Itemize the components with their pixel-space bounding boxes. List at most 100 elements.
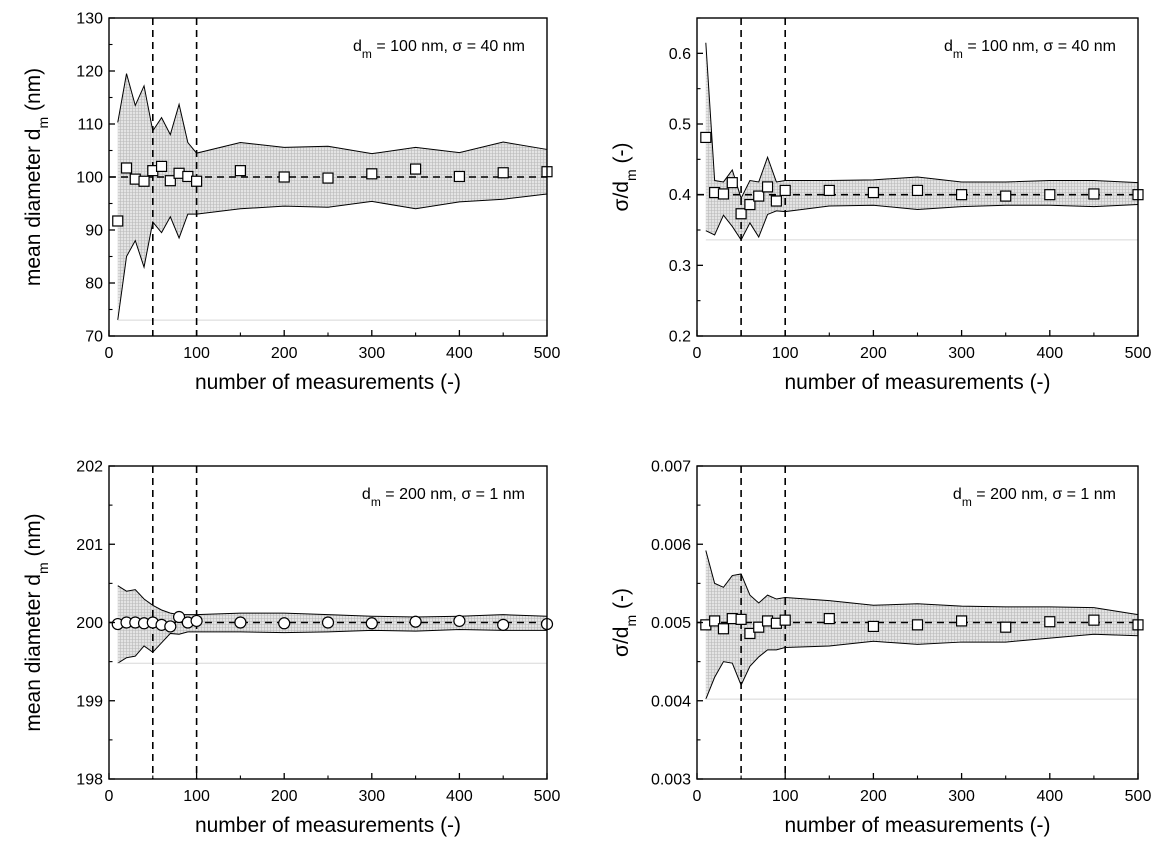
y-axis-label: σ/dm (-) xyxy=(610,588,639,657)
data-point xyxy=(322,172,334,184)
x-tick-label: 500 xyxy=(534,345,561,362)
data-point xyxy=(172,610,186,624)
data-point xyxy=(278,617,291,630)
data-point xyxy=(955,189,968,201)
x-tick-label: 300 xyxy=(358,788,385,805)
x-tick-label: 300 xyxy=(948,788,975,805)
x-tick-label: 0 xyxy=(693,788,702,805)
data-point xyxy=(1088,614,1100,626)
x-tick-label: 100 xyxy=(772,788,799,805)
band-lower-line xyxy=(117,193,548,321)
data-point xyxy=(744,198,756,211)
y-tick-label: 202 xyxy=(76,459,103,476)
y-tick-label: 201 xyxy=(76,537,103,554)
y-axis-label: mean diameter dm (nm) xyxy=(22,68,51,286)
data-point xyxy=(867,186,880,199)
band-lower-line xyxy=(117,629,547,664)
y-tick-label: 100 xyxy=(76,170,103,187)
data-point xyxy=(410,163,422,175)
confidence-band xyxy=(705,42,1138,240)
data-point xyxy=(717,623,730,635)
data-point xyxy=(735,613,747,625)
chart-panel-3: 0 100 200 300 400 500 198 199 200 201 202 number of… xyxy=(22,459,560,838)
x-tick-label: 500 xyxy=(1125,345,1152,362)
y-tick-label: 70 xyxy=(85,329,103,346)
x-tick-label: 100 xyxy=(183,345,210,362)
data-point xyxy=(321,616,335,629)
data-point xyxy=(1000,621,1012,633)
panel-annotation: dm = 200 nm, σ = 1 nm xyxy=(362,486,525,509)
x-tick-label: 500 xyxy=(1125,788,1152,805)
y-tick-label: 0.4 xyxy=(669,187,691,204)
data-point xyxy=(278,171,290,183)
data-point xyxy=(453,614,466,628)
band-lower-line xyxy=(705,204,1139,241)
y-axis-label: mean diameter dm (nm) xyxy=(22,513,51,731)
data-point xyxy=(497,618,510,631)
y-axis-label: σ/dm (-) xyxy=(610,143,639,212)
data-point xyxy=(911,619,924,631)
x-tick-label: 400 xyxy=(1036,345,1063,362)
data-point xyxy=(761,181,774,193)
y-tick-label: 0.004 xyxy=(651,693,691,710)
data-point xyxy=(735,208,747,220)
x-tick-label: 0 xyxy=(693,345,702,362)
data-point xyxy=(1044,189,1056,201)
data-point xyxy=(1044,616,1056,628)
band-upper-line xyxy=(705,42,1139,200)
y-tick-label: 110 xyxy=(77,117,103,134)
y-tick-label: 0.5 xyxy=(669,117,691,134)
data-point xyxy=(164,620,177,633)
panel-annotation: dm = 100 nm, σ = 40 nm xyxy=(944,38,1116,61)
data-point xyxy=(409,615,422,628)
data-point xyxy=(234,165,246,177)
band-upper-line xyxy=(117,585,548,618)
band-upper-line xyxy=(705,550,1139,616)
panel-annotation: dm = 200 nm, σ = 1 nm xyxy=(953,486,1116,509)
x-tick-label: 200 xyxy=(271,345,298,362)
data-point xyxy=(365,617,378,630)
data-point xyxy=(823,612,835,625)
y-tick-label: 130 xyxy=(76,11,103,28)
x-axis-label: number of measurements (-) xyxy=(784,814,1050,837)
x-tick-label: 0 xyxy=(105,788,114,805)
data-point xyxy=(867,620,880,633)
confidence-band xyxy=(117,73,547,321)
chart-panel-2: 0 100 200 300 400 500 0.2 0.3 0.4 0.5 0.6 number of… xyxy=(610,17,1152,394)
chart-panel-4: 0 100 200 300 400 500 0.003 0.004 0.005 0.006 0.00… xyxy=(610,459,1151,838)
y-tick-label: 0.006 xyxy=(651,537,691,554)
y-tick-label: 0.3 xyxy=(669,258,691,275)
x-tick-label: 400 xyxy=(1036,788,1063,805)
data-point xyxy=(911,184,924,197)
y-tick-label: 0.2 xyxy=(669,329,691,346)
y-tick-label: 0.003 xyxy=(651,772,691,789)
panel-annotation: dm = 100 nm, σ = 40 nm xyxy=(353,38,525,61)
data-point xyxy=(753,190,765,202)
band-lower-line xyxy=(705,633,1139,700)
data-point xyxy=(700,131,712,144)
x-axis-label: number of measurements (-) xyxy=(195,814,461,837)
x-tick-label: 100 xyxy=(183,788,210,805)
y-tick-label: 199 xyxy=(76,693,103,710)
band-upper-line xyxy=(117,73,548,155)
y-tick-label: 0.005 xyxy=(651,615,691,632)
x-axis-label: number of measurements (-) xyxy=(195,371,461,394)
x-tick-label: 400 xyxy=(446,345,473,362)
data-point xyxy=(120,162,133,174)
data-point xyxy=(753,621,765,633)
y-tick-label: 198 xyxy=(76,772,103,789)
data-point xyxy=(138,175,150,187)
x-tick-label: 500 xyxy=(534,788,561,805)
y-tick-label: 80 xyxy=(85,276,103,293)
y-tick-label: 120 xyxy=(76,64,103,81)
data-point xyxy=(1088,188,1100,200)
x-axis-label: number of measurements (-) xyxy=(784,371,1050,394)
data-point xyxy=(155,160,168,172)
data-point xyxy=(497,167,509,179)
y-tick-label: 200 xyxy=(76,615,103,632)
x-tick-label: 200 xyxy=(860,788,887,805)
data-point xyxy=(955,615,968,627)
x-tick-label: 200 xyxy=(860,345,887,362)
chart-panel-1: 0 100 200 300 400 500 70 80 90 100 110 120 130 number… xyxy=(22,11,560,395)
